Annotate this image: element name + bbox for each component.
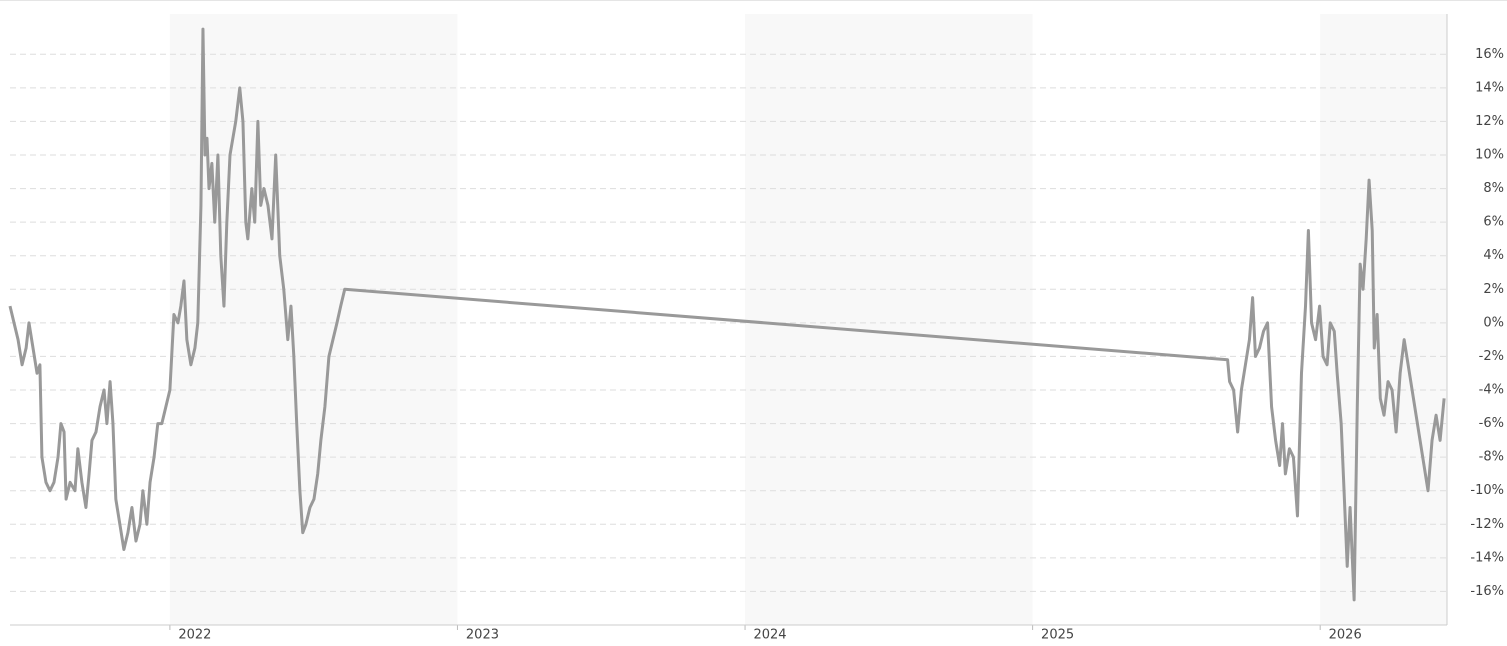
y-tick-label: -8% [1479,450,1504,465]
y-tick-label: -14% [1470,550,1504,565]
x-tick-label: 2022 [178,628,211,643]
x-tick-label: 2024 [753,628,786,643]
y-tick-label: 12% [1475,114,1504,129]
y-tick-label: -10% [1470,483,1504,498]
year-band [1320,14,1447,625]
y-tick-label: 16% [1475,47,1504,62]
year-band [169,14,458,625]
y-tick-label: -6% [1479,416,1504,431]
y-tick-label: 8% [1483,181,1504,196]
y-tick-label: 10% [1475,148,1504,163]
x-tick-label: 2025 [1041,628,1074,643]
y-tick-label: -4% [1479,383,1504,398]
year-band [745,14,1033,625]
y-tick-label: 4% [1483,248,1504,263]
y-tick-label: -16% [1470,584,1504,599]
y-tick-label: 0% [1483,315,1504,330]
y-tick-label: -2% [1479,349,1504,364]
x-tick-label: 2026 [1329,628,1362,643]
line [8,27,1446,602]
x-tick-label: 2023 [466,628,499,643]
y-tick-label: -12% [1470,517,1504,532]
y-tick-label: 6% [1483,215,1504,230]
y-tick-label: 14% [1475,80,1504,95]
y-tick-label: 2% [1483,282,1504,297]
